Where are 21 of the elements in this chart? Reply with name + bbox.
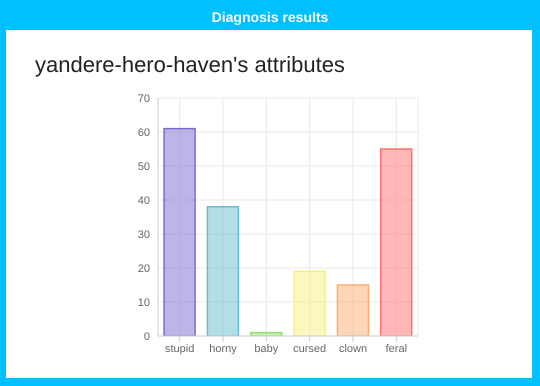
bar: [380, 148, 412, 336]
y-tick-label: 50: [138, 160, 150, 173]
x-tick-label: horny: [209, 342, 238, 355]
y-tick-label: 0: [144, 330, 150, 343]
y-tick-label: 20: [138, 262, 150, 275]
x-tick-label: clown: [338, 342, 368, 355]
bar: [293, 270, 326, 336]
y-tick-label: 30: [138, 228, 150, 241]
y-tick-label: 60: [138, 126, 150, 139]
chart-title: Diagnosis results: [210, 8, 330, 27]
x-tick-label: feral: [386, 342, 408, 355]
y-tick-label: 40: [138, 194, 150, 207]
y-tick-label: 70: [138, 92, 150, 105]
bar: [163, 128, 196, 336]
x-tick-label: cursed: [293, 342, 326, 355]
x-tick-label: baby: [254, 342, 279, 355]
y-tick-label: 10: [138, 296, 150, 309]
x-tick-label: stupid: [164, 342, 194, 355]
bar: [206, 206, 240, 336]
chart-subtitle: yandere-hero-haven's attributes: [35, 52, 345, 78]
bar: [336, 284, 370, 336]
